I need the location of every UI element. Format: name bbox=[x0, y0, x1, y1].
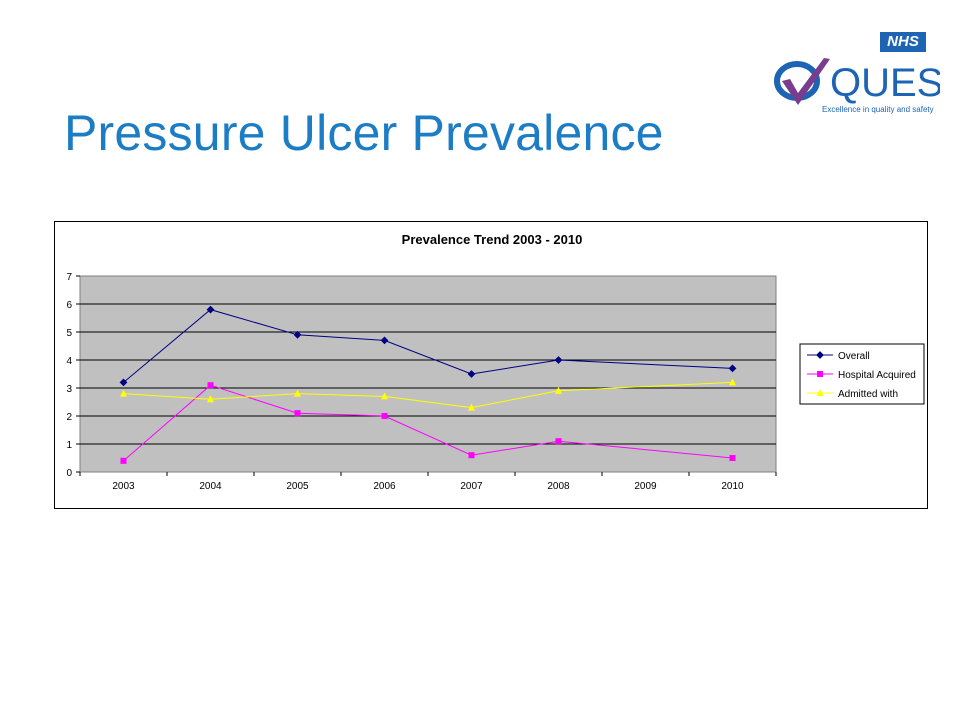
nhs-logo: NHS bbox=[880, 32, 926, 52]
legend-marker bbox=[816, 351, 824, 359]
y-tick-label: 4 bbox=[66, 356, 72, 367]
data-point-overall bbox=[206, 305, 215, 314]
legend-item-hospital-acquired: Hospital Acquired bbox=[807, 370, 916, 381]
plot-area bbox=[79, 275, 777, 473]
x-tick-label: 2010 bbox=[721, 481, 744, 492]
series bbox=[119, 305, 737, 464]
x-tick-label: 2008 bbox=[547, 481, 570, 492]
y-tick-label: 2 bbox=[66, 412, 72, 423]
x-axis: 2003 2004 2005 2006 2007 2008 2009 2010 bbox=[79, 472, 777, 492]
data-point-overall bbox=[728, 364, 737, 373]
y-axis: 0 1 2 3 4 5 6 7 bbox=[66, 272, 80, 479]
data-point-hospital-acquired bbox=[381, 413, 388, 419]
series-hospital-acquired bbox=[120, 382, 736, 464]
series-overall bbox=[119, 305, 737, 387]
data-point-hospital-acquired bbox=[555, 438, 562, 445]
y-tick-label: 6 bbox=[66, 300, 72, 311]
quest-logo: QUEST Excellence in quality and safety bbox=[774, 58, 940, 114]
y-tick-label: 5 bbox=[66, 328, 72, 339]
quest-tagline: Excellence in quality and safety bbox=[822, 105, 934, 114]
data-point-admitted-with bbox=[729, 378, 736, 386]
x-tick-label: 2006 bbox=[373, 481, 396, 492]
x-tick-label: 2007 bbox=[460, 481, 483, 492]
gridlines bbox=[80, 303, 776, 445]
data-point-hospital-acquired bbox=[120, 457, 127, 464]
data-point-admitted-with bbox=[555, 386, 562, 394]
legend-item-admitted-with: Admitted with bbox=[807, 389, 898, 400]
x-tick-label: 2005 bbox=[286, 481, 309, 492]
legend-marker bbox=[817, 371, 823, 377]
data-point-hospital-acquired bbox=[207, 382, 214, 389]
legend-label: Hospital Acquired bbox=[838, 370, 916, 381]
legend-label: Overall bbox=[838, 351, 870, 362]
legend: Overall Hospital Acquired Admitted with bbox=[799, 343, 925, 405]
legend-item-overall: Overall bbox=[807, 351, 870, 362]
data-point-hospital-acquired bbox=[294, 410, 301, 417]
slide-title: Pressure Ulcer Prevalence bbox=[64, 105, 664, 161]
series-admitted-with bbox=[120, 378, 736, 411]
legend-label: Admitted with bbox=[838, 389, 898, 400]
legend-marker bbox=[816, 389, 824, 396]
data-point-overall bbox=[467, 370, 476, 378]
y-tick-label: 7 bbox=[66, 272, 72, 283]
data-point-overall bbox=[380, 336, 389, 345]
data-point-overall bbox=[293, 330, 302, 339]
y-tick-label: 0 bbox=[66, 468, 72, 479]
data-point-hospital-acquired bbox=[468, 452, 475, 459]
data-point-hospital-acquired bbox=[729, 455, 736, 461]
data-point-admitted-with bbox=[120, 389, 127, 397]
data-point-overall bbox=[554, 356, 563, 364]
data-point-admitted-with bbox=[207, 395, 214, 403]
x-tick-label: 2004 bbox=[199, 481, 222, 492]
x-tick-label: 2009 bbox=[634, 481, 657, 492]
y-tick-label: 3 bbox=[66, 384, 72, 395]
data-point-admitted-with bbox=[381, 392, 388, 400]
data-point-overall bbox=[119, 378, 128, 387]
chart-title: Prevalence Trend 2003 - 2010 bbox=[402, 232, 583, 247]
line-chart: Prevalence Trend 2003 - 2010 0 1 2 3 4 5 6 7 20… bbox=[66, 232, 925, 492]
data-point-admitted-with bbox=[294, 389, 301, 397]
y-tick-label: 1 bbox=[66, 440, 72, 451]
data-point-admitted-with bbox=[468, 403, 475, 411]
x-tick-label: 2003 bbox=[112, 481, 135, 492]
chart-area: Prevalence Trend 2003 - 2010 0 1 2 3 4 5 6 7 20… bbox=[54, 221, 928, 509]
quest-word: QUEST bbox=[830, 61, 940, 105]
